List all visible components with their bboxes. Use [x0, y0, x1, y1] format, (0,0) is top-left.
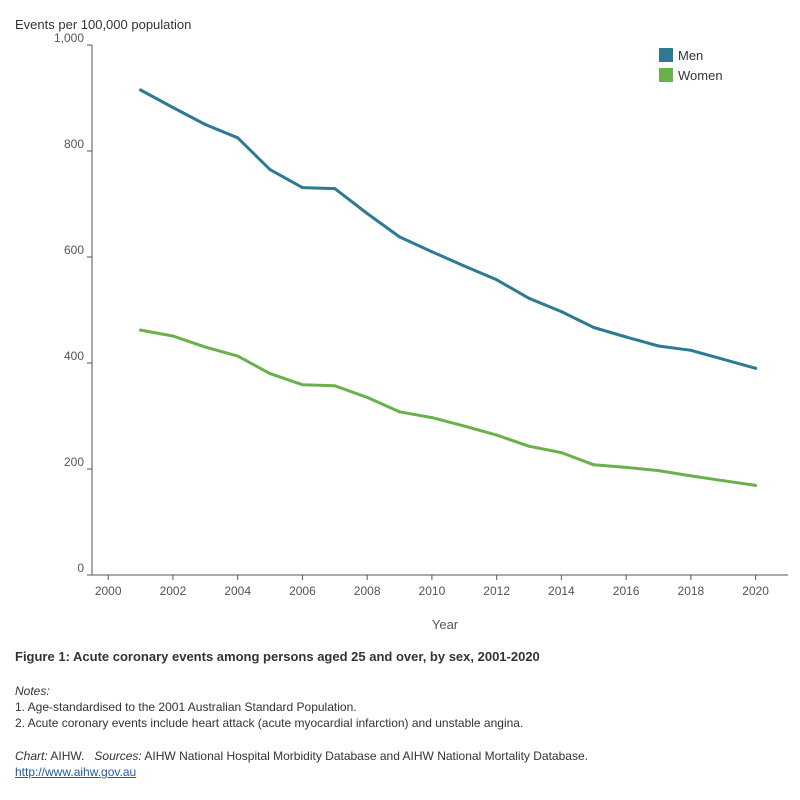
x-tick-label: 2008	[354, 584, 381, 598]
data-point-women-2003	[203, 345, 207, 349]
data-point-women-2005	[268, 372, 272, 376]
data-point-women-2016	[624, 465, 628, 469]
note-item-1: 1. Age-standardised to the 2001 Australi…	[15, 700, 357, 714]
data-point-men-2010	[430, 250, 434, 254]
x-tick-label: 2020	[742, 584, 769, 598]
legend-label-women: Women	[678, 68, 723, 83]
data-point-men-2009	[398, 235, 402, 239]
y-tick-label: 800	[64, 137, 84, 151]
data-point-women-2004	[236, 354, 240, 358]
data-point-women-2018	[689, 474, 693, 478]
sources-label: Sources:	[94, 749, 142, 763]
data-point-men-2003	[203, 123, 207, 126]
data-point-men-2006	[300, 186, 304, 190]
legend-swatch-women	[659, 68, 673, 82]
notes-title: Notes:	[15, 684, 50, 698]
chart-label: Chart:	[15, 749, 48, 763]
data-point-women-2013	[527, 444, 531, 448]
y-tick-label: 0	[77, 561, 84, 575]
source-block: Chart: AIHW. Sources: AIHW National Hosp…	[15, 748, 588, 780]
line-chart: Events per 100,000 population 0 200 400 600 8…	[15, 17, 788, 632]
chart-area: Events per 100,000 population 0 200 400 600 8…	[15, 17, 788, 632]
x-tick-label: 2004	[224, 584, 251, 598]
x-tick-label: 2014	[548, 584, 575, 598]
x-tick-label: 2002	[160, 584, 187, 598]
y-tick-label: 200	[64, 455, 84, 469]
data-point-women-2001	[139, 328, 143, 332]
data-point-men-2014	[559, 310, 563, 314]
figure-caption: Figure 1: Acute coronary events among pe…	[15, 649, 540, 664]
data-point-men-2001	[139, 88, 143, 92]
notes-block: Notes: 1. Age-standardised to the 2001 A…	[15, 683, 523, 731]
note-item-2: 2. Acute coronary events include heart a…	[15, 716, 524, 730]
data-point-women-2009	[398, 410, 402, 414]
data-point-men-2002	[171, 106, 175, 110]
x-tick-label: 2010	[419, 584, 446, 598]
y-tick-label: 600	[64, 243, 84, 257]
x-tick-label: 2000	[95, 584, 122, 598]
data-point-men-2011	[462, 264, 466, 268]
series-line-men	[139, 88, 758, 370]
data-point-men-2012	[495, 278, 499, 282]
data-point-women-2019	[721, 479, 725, 483]
data-point-women-2015	[592, 463, 596, 467]
data-point-women-2007	[333, 384, 337, 388]
x-tick-label: 2006	[289, 584, 316, 598]
data-point-men-2005	[268, 168, 272, 172]
data-point-women-2010	[430, 416, 434, 420]
source-line: Chart: AIHW. Sources: AIHW National Hosp…	[15, 748, 588, 764]
data-point-men-2015	[592, 325, 596, 329]
data-point-men-2016	[624, 335, 628, 339]
data-point-men-2007	[333, 187, 337, 191]
aihw-link[interactable]: http://www.aihw.gov.au	[15, 765, 137, 779]
series-line-women	[139, 328, 758, 487]
data-point-women-2002	[171, 334, 175, 338]
data-point-women-2008	[365, 395, 369, 399]
y-tick-label: 1,000	[54, 31, 84, 45]
data-point-women-2012	[495, 433, 499, 437]
data-point-women-2020	[754, 483, 758, 487]
x-axis-label: Year	[432, 617, 459, 632]
x-tick-label: 2012	[483, 584, 510, 598]
y-tick-label: 400	[64, 349, 84, 363]
legend-swatch-men	[659, 48, 673, 62]
data-point-women-2011	[462, 424, 466, 428]
x-tick-label: 2016	[613, 584, 640, 598]
legend-label-men: Men	[678, 48, 703, 63]
data-point-men-2004	[236, 136, 240, 140]
chart-credit: AIHW.	[50, 749, 85, 763]
data-point-men-2020	[754, 366, 758, 370]
data-point-men-2017	[657, 344, 661, 348]
x-tick-label: 2018	[678, 584, 705, 598]
y-axis-label: Events per 100,000 population	[15, 17, 191, 32]
data-point-men-2018	[689, 348, 693, 352]
data-point-women-2014	[559, 451, 563, 455]
data-point-women-2006	[300, 383, 304, 387]
data-point-men-2013	[527, 296, 531, 300]
data-point-men-2019	[721, 357, 725, 361]
data-point-women-2017	[657, 469, 661, 473]
sources-text: AIHW National Hospital Morbidity Databas…	[144, 749, 588, 763]
data-point-men-2008	[365, 212, 369, 216]
